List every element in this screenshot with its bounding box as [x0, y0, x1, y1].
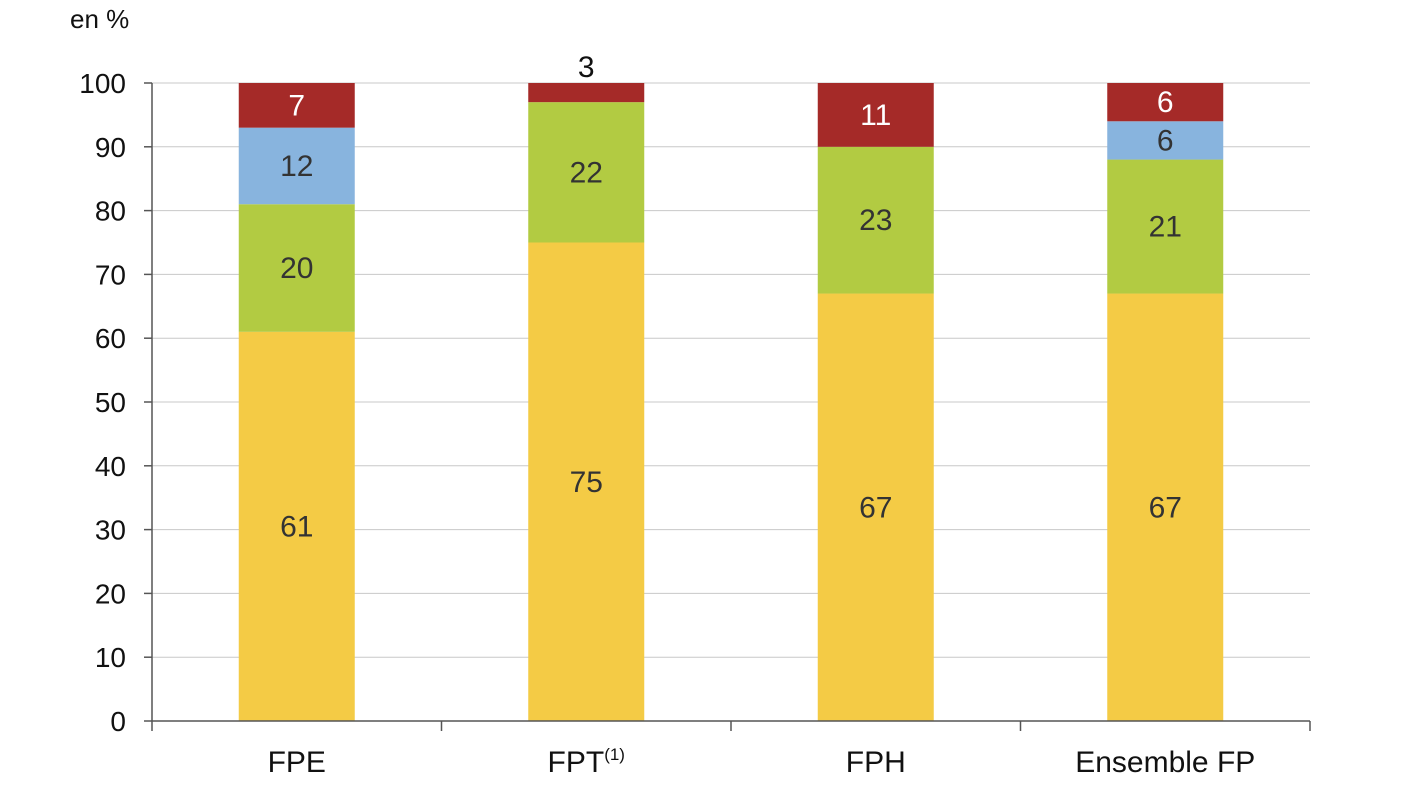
- data-label: 67: [859, 491, 892, 524]
- y-unit-label: en %: [70, 4, 129, 34]
- data-labels: 61 20 12 7 75 22 3 67 23 11 67 21 6 6: [280, 51, 1182, 543]
- bar-segment: [238, 331, 355, 721]
- y-tick-label: 10: [95, 642, 126, 673]
- bar-segment: [1107, 293, 1224, 721]
- data-label: 11: [860, 99, 891, 132]
- x-category-label: FPE: [268, 746, 326, 779]
- data-label: 22: [570, 156, 603, 189]
- x-category-label: Ensemble FP: [1075, 746, 1255, 779]
- y-tick-label: 70: [95, 259, 126, 290]
- y-tick-label: 20: [95, 578, 126, 609]
- data-label: 6: [1157, 124, 1174, 157]
- data-label: 12: [280, 150, 313, 183]
- data-label: 6: [1157, 86, 1174, 119]
- bar-segment: [1107, 159, 1224, 294]
- x-category-label: FPT(1): [548, 745, 625, 779]
- y-tick-label: 90: [95, 132, 126, 163]
- data-label: 20: [280, 252, 313, 285]
- bar-segment: [238, 127, 355, 205]
- y-tick-label: 100: [79, 68, 126, 99]
- data-label: 67: [1149, 491, 1182, 524]
- y-tick-label: 50: [95, 387, 126, 418]
- y-tick-label: 40: [95, 451, 126, 482]
- axes: [144, 82, 1311, 731]
- bar-segment: [238, 83, 355, 128]
- y-tick-label: 60: [95, 323, 126, 354]
- bars: [238, 83, 1224, 721]
- bar-segment: [528, 83, 645, 103]
- bar-segment: [1107, 121, 1224, 160]
- data-label: 75: [570, 466, 603, 499]
- y-tick-label: 80: [95, 196, 126, 227]
- x-category-label: FPH: [846, 746, 906, 779]
- y-tick-label: 30: [95, 515, 126, 546]
- data-label: 61: [280, 510, 313, 543]
- data-label: 21: [1149, 211, 1182, 244]
- x-category-footnote: (1): [604, 745, 625, 764]
- bar-segment: [817, 146, 934, 294]
- bar-segment: [1107, 83, 1224, 122]
- bar-segment: [817, 293, 934, 721]
- data-label: 3: [578, 51, 595, 84]
- data-label: 23: [859, 204, 892, 237]
- bar-segment: [238, 204, 355, 332]
- y-tick-labels: 0 10 20 30 40 50 60 70 80 90 100: [79, 68, 126, 737]
- data-label: 7: [288, 89, 305, 122]
- y-tick-label: 0: [110, 706, 126, 737]
- bar-segment: [817, 83, 934, 147]
- bar-segment: [528, 102, 645, 243]
- x-category-labels: FPE FPT(1) FPH Ensemble FP: [268, 745, 1256, 779]
- bar-segment: [528, 242, 645, 721]
